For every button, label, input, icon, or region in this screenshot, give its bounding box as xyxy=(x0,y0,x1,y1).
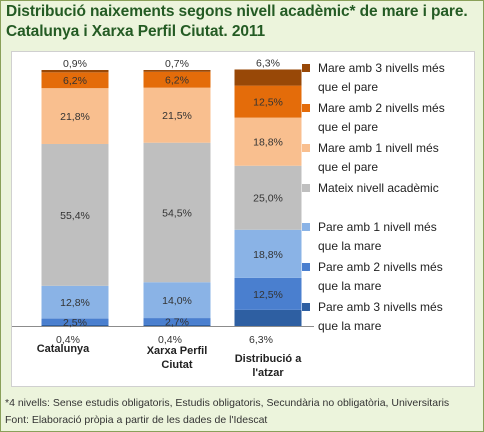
data-label: 55,4% xyxy=(60,210,90,222)
bar-segment xyxy=(143,282,211,319)
bar-segment xyxy=(234,85,302,118)
data-label: 21,8% xyxy=(60,111,90,123)
bar-segment xyxy=(234,69,302,86)
bar-segment xyxy=(143,318,211,325)
data-label: 0,7% xyxy=(165,58,189,70)
stacked-bar-chart: 0,4% 2,5% 12,8% 55,4% 21,8% 6,2% 0,9% Catalunya… xyxy=(12,57,445,379)
plot-area: 0,4% 2,5% 12,8% 55,4% 21,8% 6,2% 0,9% Catalunya… xyxy=(11,51,475,387)
legend-label: que el pare xyxy=(318,80,378,94)
data-label: 6,2% xyxy=(165,75,189,87)
bar-segment xyxy=(41,143,109,286)
data-label: 0,4% xyxy=(56,334,80,346)
bar-segment xyxy=(41,70,109,73)
bar-segment xyxy=(41,318,109,325)
footnote-source: Font: Elaboració pròpia a partir de les … xyxy=(5,414,268,426)
data-label: 12,8% xyxy=(60,297,90,309)
legend-label: que la mare xyxy=(318,239,382,253)
legend-label: Mare amb 2 nivells més xyxy=(318,101,445,115)
chart-title-line2: Catalunya i Xarxa Perfil Ciutat. 2011 xyxy=(6,23,266,40)
category-label: Xarxa Perfil xyxy=(147,345,208,357)
data-label: 0,9% xyxy=(63,58,87,70)
legend-swatch xyxy=(302,184,310,192)
legend-label: que el pare xyxy=(318,160,378,174)
data-label: 14,0% xyxy=(162,295,192,307)
category-label: Catalunya xyxy=(37,343,90,355)
legend-label: Mare amb 3 nivells més xyxy=(318,61,445,75)
legend-label: Pare amb 1 nivell més xyxy=(318,220,437,234)
legend-swatch xyxy=(302,303,310,311)
data-label: 2,5% xyxy=(63,317,87,329)
bar-segment xyxy=(41,88,109,144)
bar-segment xyxy=(143,142,211,283)
data-label: 12,5% xyxy=(253,97,283,109)
bar-segment xyxy=(143,324,211,326)
bar-segment xyxy=(41,72,109,89)
category-label: l'atzar xyxy=(252,367,284,379)
bar-segment xyxy=(143,87,211,143)
legend-swatch xyxy=(302,104,310,112)
legend-swatch xyxy=(302,263,310,271)
legend-swatch xyxy=(302,223,310,231)
legend-swatch xyxy=(302,64,310,72)
bar-segment xyxy=(234,309,302,326)
bar-segment xyxy=(234,165,302,230)
legend-label: Pare amb 2 nivells més xyxy=(318,260,443,274)
data-label: 18,8% xyxy=(253,249,283,261)
legend-label: que el pare xyxy=(318,120,378,134)
legend-label: Pare amb 3 nivells més xyxy=(318,300,443,314)
bar-segment xyxy=(143,70,211,72)
footnote-levels: *4 nivells: Sense estudis obligatoris, E… xyxy=(5,397,450,409)
data-label: 6,3% xyxy=(249,334,273,346)
data-label: 0,4% xyxy=(158,334,182,346)
legend-label: que la mare xyxy=(318,319,382,333)
data-label: 6,2% xyxy=(63,75,87,87)
category-label: Distribució a xyxy=(235,353,303,365)
legend-label: que la mare xyxy=(318,279,382,293)
bar-segment xyxy=(234,229,302,278)
data-label: 6,3% xyxy=(256,57,280,69)
legend-label: Mare amb 1 nivell més xyxy=(318,141,439,155)
chart-title-line1: Distribució naixements segons nivell aca… xyxy=(6,3,468,20)
category-label: Ciutat xyxy=(161,359,193,371)
legend-label: Mateix nivell acadèmic xyxy=(318,181,439,195)
legend-swatch xyxy=(302,144,310,152)
bar-segment xyxy=(41,324,109,326)
data-label: 2,7% xyxy=(165,317,189,329)
data-label: 54,5% xyxy=(162,207,192,219)
bar-segment xyxy=(234,277,302,310)
data-label: 25,0% xyxy=(253,193,283,205)
data-label: 12,5% xyxy=(253,289,283,301)
bar-segment xyxy=(234,117,302,166)
bar-segment xyxy=(41,285,109,319)
bar-segment xyxy=(143,71,211,88)
data-label: 18,8% xyxy=(253,137,283,149)
data-label: 21,5% xyxy=(162,110,192,122)
